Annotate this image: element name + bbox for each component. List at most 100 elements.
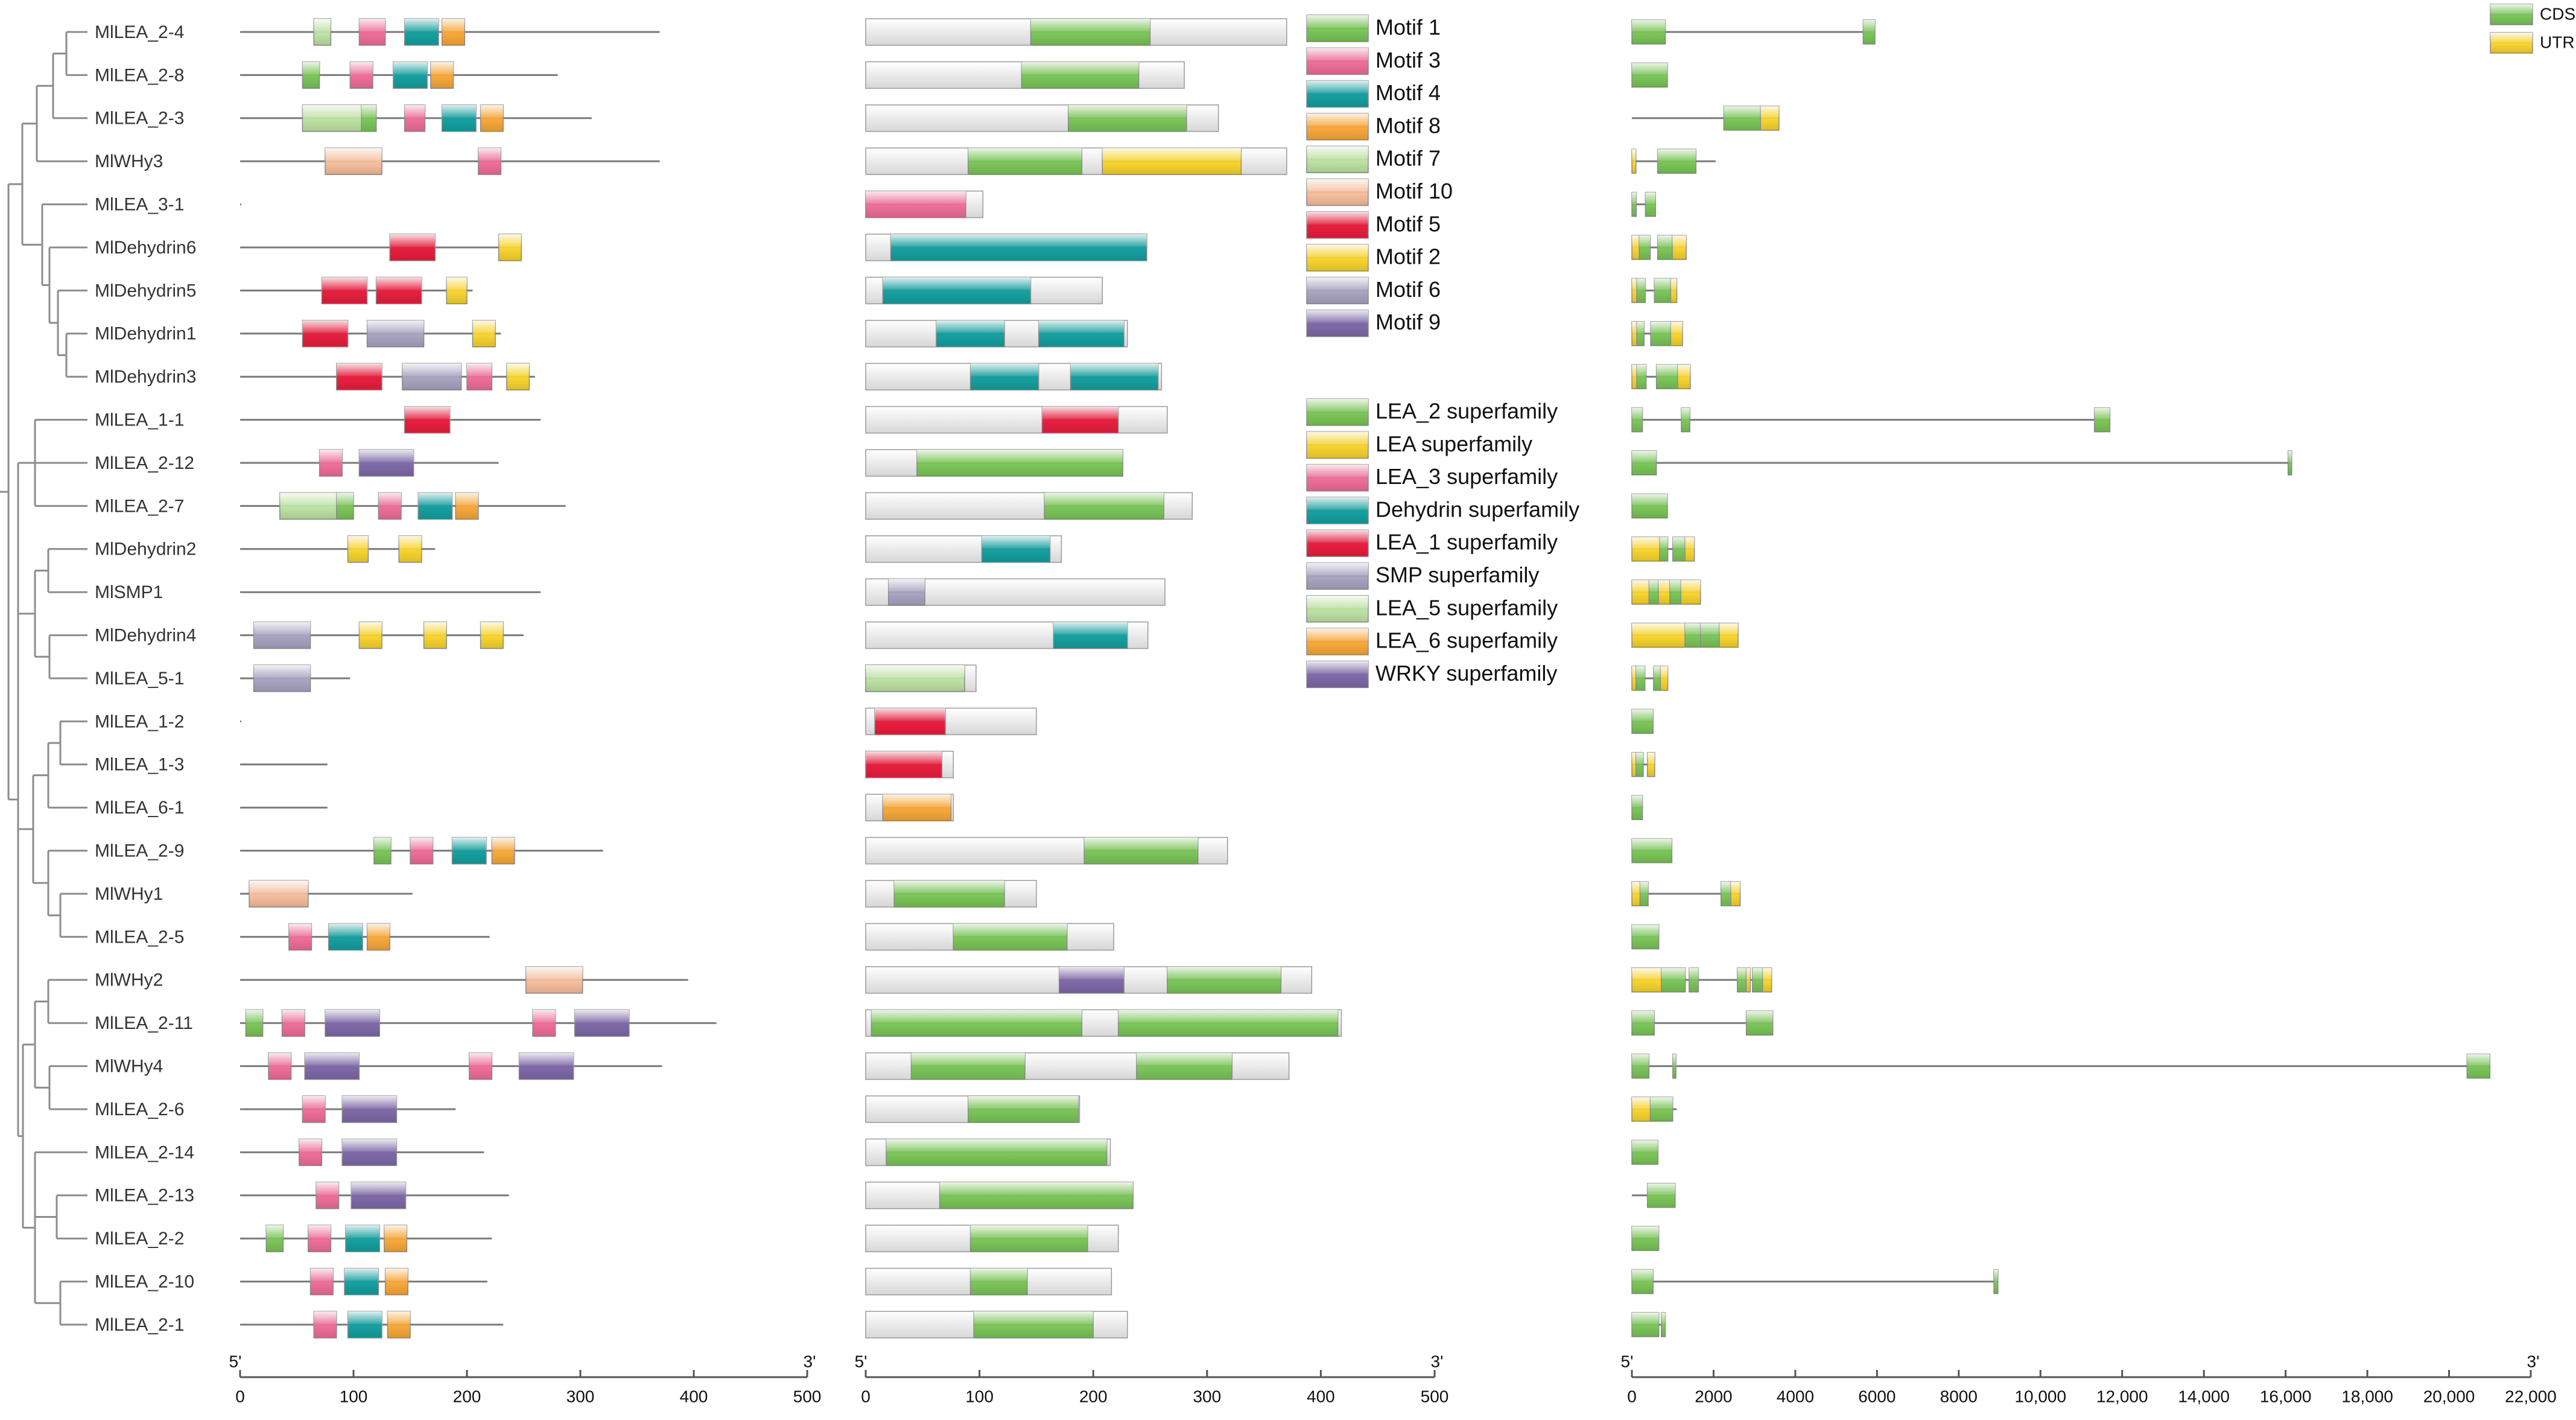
- axis-tick-label: 8000: [1940, 1387, 1978, 1406]
- domain-box-lea-2-superfamily: [1067, 104, 1187, 132]
- gene-label-mllea-3-1: MlLEA_3-1: [95, 195, 184, 215]
- gene-label-mllea-1-1: MlLEA_1-1: [95, 410, 184, 430]
- structure-row-mlwhy1: [1631, 881, 1741, 906]
- motif-row-mllea-5-1: [240, 664, 351, 692]
- utr-block: [1658, 579, 1670, 605]
- utr-block: [1631, 1097, 1651, 1122]
- structure-row-mldehydrin6: [1631, 235, 1687, 260]
- motif-row-mldehydrin1: [240, 320, 501, 348]
- motif-box-motif-9: [358, 449, 414, 477]
- cds-block: [1648, 579, 1659, 605]
- motif-box-motif-3: [299, 1138, 323, 1167]
- utr-block: [1631, 967, 1662, 993]
- cds-block: [1631, 19, 1666, 45]
- utr-block: [1631, 666, 1637, 691]
- gene-labels: MlLEA_2-4 MlLEA_2-8 MlLEA_2-3 MlWHy3 MlLEA_3…: [95, 22, 196, 1335]
- legend-label: Motif 3: [1375, 48, 1441, 72]
- structure-row-mldehydrin3: [1631, 364, 1691, 389]
- motif-box-motif-5: [302, 320, 349, 348]
- motif-box-motif-3: [532, 1009, 556, 1037]
- domain-box-lea-1-superfamily: [874, 707, 946, 736]
- legend-item-motif-7: Motif 7: [1306, 145, 1441, 173]
- axis-tick-label: 14,000: [2178, 1387, 2230, 1406]
- motif-box-motif-3: [268, 1052, 292, 1080]
- domain-row-mlsmp1: [865, 578, 1166, 606]
- motif-row-mldehydrin3: [240, 363, 535, 390]
- structure-row-mllea-2-14: [1631, 1139, 1659, 1165]
- axis-tick-label: 500: [793, 1387, 822, 1406]
- cds-block: [1720, 881, 1731, 906]
- motif-row-mlwhy2: [240, 966, 688, 994]
- axis-tick-label: 4000: [1777, 1387, 1814, 1406]
- domain-box-lea-2-superfamily: [1044, 492, 1164, 520]
- structure-row-mllea-2-2: [1631, 1226, 1660, 1251]
- motif-box-motif-5: [389, 234, 436, 261]
- structure-row-mldehydrin2: [1631, 536, 1695, 562]
- domain-box-lea-2-superfamily: [1083, 836, 1199, 865]
- gene-label-mldehydrin2: MlDehydrin2: [95, 540, 196, 559]
- motif-box-motif-4: [344, 1267, 379, 1296]
- motif-box-motif-8: [441, 18, 465, 46]
- motif-row-mllea-2-14: [240, 1138, 484, 1167]
- utr-block: [1670, 278, 1678, 304]
- legend-swatch: [1306, 497, 1369, 524]
- domain-box-lea-2-superfamily: [1117, 1009, 1339, 1037]
- domain-row-mllea-2-6: [865, 1095, 1080, 1123]
- domain-box-dehydrin-superfamily: [882, 276, 1032, 305]
- cds-block: [1681, 407, 1690, 433]
- domain-row-mllea-2-5: [865, 923, 1114, 951]
- legend-item-cds: CDS: [2490, 4, 2575, 25]
- utr-block: [1631, 321, 1637, 346]
- legend-label: WRKY superfamily: [1375, 661, 1557, 686]
- motif-row-mllea-2-4: [240, 18, 660, 46]
- legend-label: CDS: [2540, 4, 2575, 23]
- domain-box-lea-3-superfamily: [865, 190, 966, 218]
- cds-block: [1635, 752, 1644, 777]
- utr-block: [1745, 967, 1751, 993]
- cds-block: [2093, 407, 2111, 433]
- cds-block: [1654, 278, 1672, 304]
- motif-row-mllea-2-5: [240, 923, 490, 951]
- axis-tick-label: 22,000: [2505, 1387, 2557, 1406]
- utr-block: [1631, 278, 1637, 304]
- motif-box-motif-4: [347, 1311, 382, 1339]
- structure-legend: CDS UTR: [2490, 4, 2575, 54]
- domain-row-mlwhy4: [865, 1052, 1290, 1080]
- domain-box-lea-2-superfamily: [969, 1267, 1028, 1296]
- cds-block: [1631, 838, 1673, 864]
- motif-box-motif-2: [480, 621, 504, 649]
- axis-tick-label: 100: [340, 1387, 368, 1406]
- structure-row-mllea-2-9: [1631, 838, 1673, 864]
- cds-block: [1649, 1097, 1673, 1122]
- structure-row-mllea-1-2: [1631, 708, 1654, 734]
- legend-swatch: [1306, 309, 1369, 337]
- axis-tick-label: 12,000: [2096, 1387, 2148, 1406]
- motif-box-motif-8: [384, 1224, 408, 1252]
- cds-block: [1631, 407, 1643, 433]
- motif-box-motif-3: [281, 1009, 305, 1037]
- domain-box-lea-2-superfamily: [967, 1095, 1079, 1123]
- gene-label-mllea-2-14: MlLEA_2-14: [95, 1142, 194, 1162]
- motif-box-motif-1: [373, 836, 392, 865]
- domain-row-mllea-6-1: [865, 794, 954, 821]
- utr-block: [1660, 666, 1669, 691]
- legend-label: Motif 4: [1375, 80, 1441, 105]
- domain-axis: 0 100 200 300 400 500 5' 3': [855, 1352, 1449, 1406]
- cds-block: [1646, 1183, 1676, 1208]
- structure-row-mllea-1-3: [1631, 752, 1655, 777]
- legend-item-motif-10: Motif 10: [1306, 178, 1453, 206]
- utr-block: [1631, 235, 1640, 260]
- gene-label-mllea-6-1: MlLEA_6-1: [95, 798, 184, 818]
- domain-box-dehydrin-superfamily: [936, 320, 1005, 348]
- domain-panel: [865, 18, 1342, 1339]
- motif-box-motif-5: [404, 406, 451, 434]
- legend-item-motif-6: Motif 6: [1306, 276, 1441, 305]
- axes: 0 100 200 300 400 500 5' 3' 0 100 200 300 400 500 5' 3'…: [229, 1352, 2557, 1406]
- axis-end-label: 3': [2527, 1352, 2540, 1371]
- domain-box-lea-6-superfamily: [882, 794, 952, 821]
- cds-block: [1669, 579, 1682, 605]
- domain-box-dehydrin-superfamily: [981, 535, 1051, 563]
- domain-row-mlwhy1: [865, 880, 1037, 908]
- domain-row-mllea-2-14: [865, 1138, 1111, 1167]
- domain-row-mldehydrin4: [865, 621, 1149, 649]
